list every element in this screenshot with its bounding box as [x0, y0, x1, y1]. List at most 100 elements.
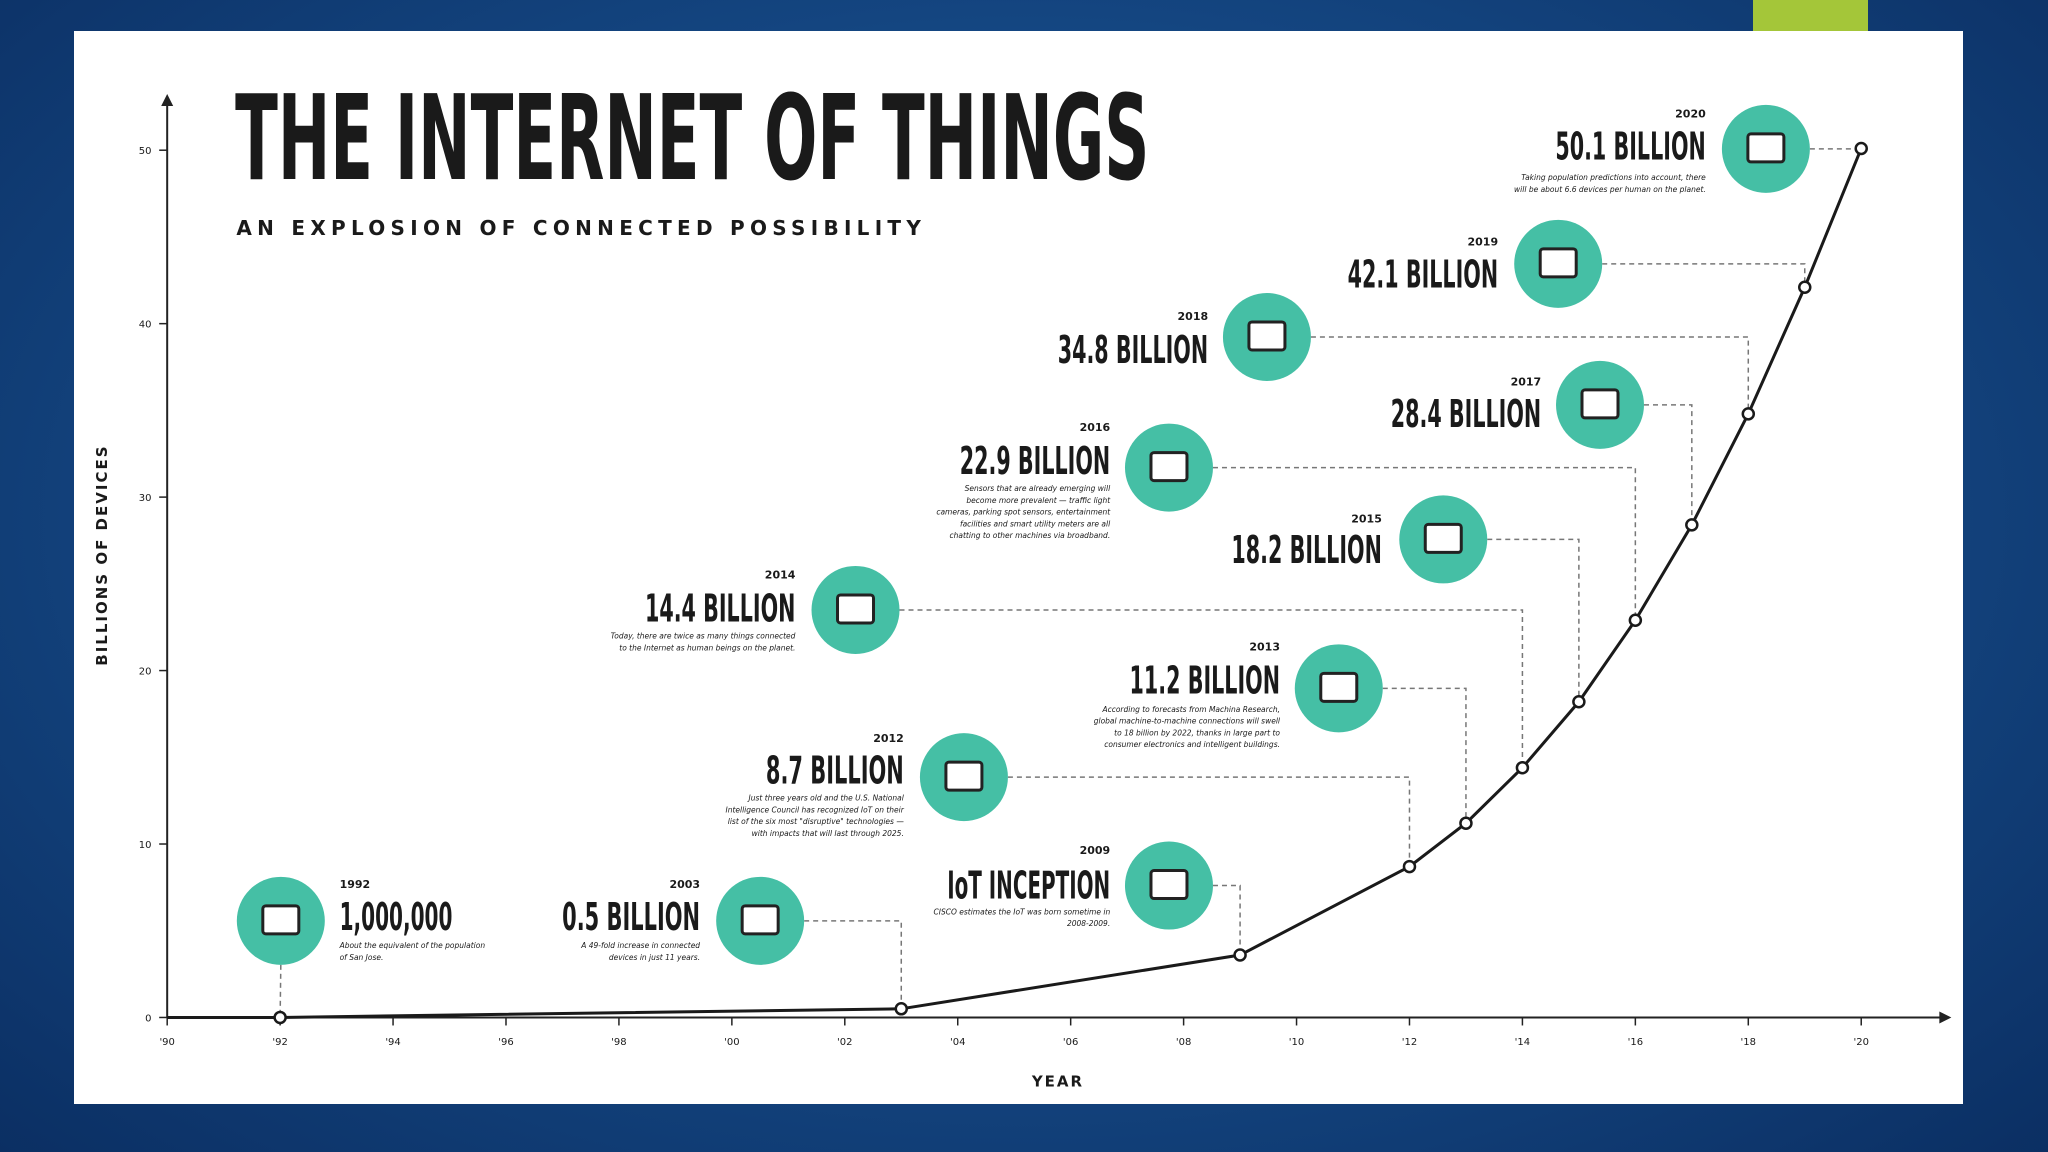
data-point — [1572, 695, 1586, 709]
value-label: 1,000,000 — [340, 895, 453, 939]
note-text: Intelligence Council has recognized IoT … — [725, 805, 904, 814]
year-label: 2020 — [1675, 108, 1706, 121]
icon-glyph — [1423, 522, 1463, 554]
data-point — [1741, 407, 1756, 421]
x-tick-label: '00 — [724, 1037, 739, 1048]
data-point — [1798, 280, 1812, 294]
value-label: 14.4 BILLION — [645, 587, 795, 631]
y-tick-label: 0 — [145, 1013, 151, 1024]
data-point — [1854, 141, 1868, 156]
y-tick-label: 30 — [139, 493, 152, 504]
data-point — [1233, 948, 1247, 962]
note-text: of San Jose. — [340, 953, 384, 962]
value-label: 34.8 BILLION — [1058, 328, 1208, 372]
year-label: 2018 — [1178, 310, 1209, 323]
note-text: global machine-to-machine connections wi… — [1094, 717, 1281, 726]
accent-bar — [1753, 0, 1868, 31]
note-text: cameras, parking spot sensors, entertain… — [936, 508, 1111, 517]
data-point — [1685, 518, 1699, 532]
year-label: 2019 — [1467, 236, 1498, 249]
y-tick-label: 20 — [139, 667, 152, 678]
x-tick-label: '94 — [385, 1037, 400, 1048]
year-label: 2015 — [1351, 512, 1382, 525]
note-text: About the equivalent of the population — [339, 941, 486, 950]
note-text: Today, there are twice as many things co… — [611, 632, 796, 641]
year-label: 2014 — [765, 569, 796, 582]
value-label: 11.2 BILLION — [1130, 659, 1280, 703]
connector — [1310, 336, 1750, 414]
x-tick-label: '92 — [272, 1037, 287, 1048]
x-tick-label: '20 — [1853, 1037, 1868, 1048]
data-point — [1402, 859, 1417, 874]
note-text: to the Internet as human beings on the p… — [619, 643, 795, 652]
connector — [1602, 263, 1806, 288]
x-tick-label: '98 — [611, 1037, 626, 1048]
year-label: 2016 — [1080, 421, 1111, 434]
x-tick-label: '08 — [1176, 1037, 1191, 1048]
connector — [1007, 776, 1411, 867]
value-label: 42.1 BILLION — [1348, 252, 1498, 296]
icon-glyph — [1319, 671, 1359, 703]
icon-glyph — [1247, 320, 1287, 352]
x-tick-label: '16 — [1628, 1037, 1643, 1048]
data-point — [894, 1002, 909, 1016]
data-point — [1515, 760, 1530, 775]
x-tick-label: '06 — [1063, 1037, 1078, 1048]
icon-glyph — [1149, 869, 1189, 901]
note-text: with impacts that will last through 2025… — [752, 829, 904, 838]
note-text: to 18 billion by 2022, thanks in large p… — [1114, 728, 1280, 737]
icon-glyph — [1746, 132, 1786, 164]
year-label: 2017 — [1511, 375, 1542, 388]
value-label: 50.1 BILLION — [1555, 124, 1705, 168]
value-label: 0.5 BILLION — [562, 895, 700, 939]
x-tick-label: '90 — [159, 1037, 174, 1048]
chart-panel — [74, 31, 1963, 1104]
icon-glyph — [740, 904, 780, 936]
icon-glyph — [1580, 388, 1620, 420]
connector — [1644, 404, 1693, 525]
x-axis-label: YEAR — [1031, 1073, 1084, 1091]
y-axis-label: BILLIONS OF DEVICES — [93, 444, 111, 665]
data-point — [273, 1010, 287, 1025]
y-axis-arrow — [161, 94, 174, 107]
year-label: 2013 — [1249, 640, 1280, 653]
value-label: IoT INCEPTION — [947, 864, 1110, 908]
year-label: 2012 — [873, 732, 904, 745]
note-text: A 49-fold increase in connected — [580, 941, 700, 950]
y-tick-label: 50 — [139, 146, 152, 157]
note-text: chatting to other machines via broadband… — [950, 531, 1111, 540]
note-text: facilities and smart utility meters are … — [960, 519, 1111, 528]
x-tick-label: '14 — [1515, 1037, 1530, 1048]
note-text: Just three years old and the U.S. Nation… — [747, 794, 905, 803]
note-text: According to forecasts from Machina Rese… — [1101, 705, 1280, 714]
note-text: Sensors that are already emerging will — [965, 484, 1112, 493]
note-text: 2008-2009. — [1067, 919, 1110, 928]
icon-glyph — [261, 904, 301, 936]
year-label: 2009 — [1080, 844, 1111, 857]
icon-glyph — [944, 760, 984, 792]
x-tick-label: '96 — [498, 1037, 513, 1048]
y-tick-label: 40 — [139, 320, 152, 331]
y-tick-label: 10 — [139, 840, 152, 851]
note-text: will be about 6.6 devices per human on t… — [1514, 185, 1706, 194]
connector — [1212, 884, 1241, 956]
note-text: devices in just 11 years. — [609, 953, 700, 962]
x-axis-arrow — [1939, 1011, 1952, 1024]
icon-glyph — [1538, 247, 1578, 279]
connector — [804, 920, 903, 1009]
icon-glyph — [1149, 451, 1189, 483]
x-tick-label: '04 — [950, 1037, 965, 1048]
note-text: Taking population predictions into accou… — [1521, 173, 1706, 182]
value-label: 22.9 BILLION — [960, 439, 1110, 483]
connector — [1487, 538, 1580, 702]
data-point — [1628, 613, 1643, 628]
note-text: CISCO estimates the IoT was born sometim… — [934, 907, 1111, 916]
data-point — [1459, 816, 1473, 830]
year-label: 1992 — [340, 878, 371, 891]
x-tick-label: '18 — [1741, 1037, 1756, 1048]
x-tick-label: '10 — [1289, 1037, 1304, 1048]
note-text: consumer electronics and intelligent bui… — [1104, 740, 1280, 749]
chart-title: THE INTERNET OF THINGS — [235, 69, 1149, 207]
connector — [1382, 687, 1467, 824]
